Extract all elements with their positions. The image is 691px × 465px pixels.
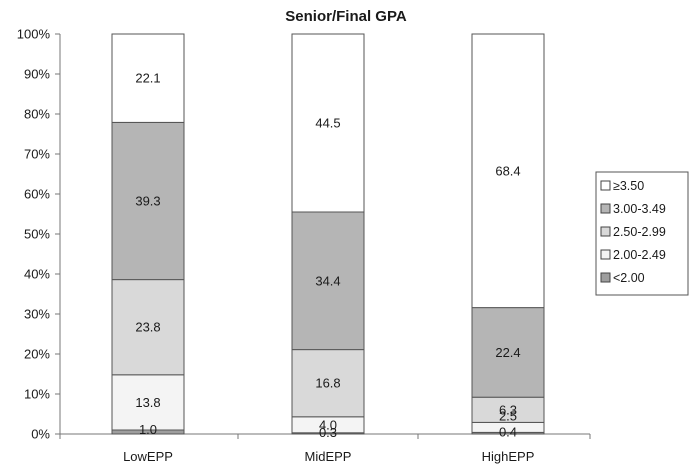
- x-tick-label: HighEPP: [482, 449, 535, 464]
- data-label: 44.5: [315, 116, 340, 131]
- y-tick-label: 20%: [24, 347, 50, 362]
- y-tick-label: 10%: [24, 387, 50, 402]
- y-tick-label: 0%: [31, 427, 50, 442]
- data-label: 6.3: [499, 402, 517, 417]
- data-label: 22.1: [135, 71, 160, 86]
- bar-segment-lowepp-3-00-3-49: [111, 121, 185, 281]
- bar-segment-highepp-ge3-50: [471, 33, 545, 309]
- legend-swatch: [600, 272, 611, 283]
- legend-swatch: [600, 203, 611, 214]
- legend-item-ge3-50: ≥3.50: [600, 179, 644, 193]
- legend-swatch: [600, 249, 611, 260]
- legend-label: ≥3.50: [613, 179, 644, 193]
- chart-title: Senior/Final GPA: [285, 8, 407, 25]
- bar-segment-highepp-2-50-2-99: [471, 396, 545, 423]
- data-label: 0.4: [499, 424, 517, 439]
- bars: 1.0 13.8 23.8 39.3 22.1 0.34.0 16.8 34.4 44.5 0.4…: [111, 33, 545, 440]
- legend-label: 2.50-2.99: [613, 225, 666, 239]
- y-tick-label: 60%: [24, 187, 50, 202]
- bar-segment-midepp-3-00-3-49: [291, 211, 365, 351]
- bar-segment-midepp-ge3-50: [291, 33, 365, 213]
- y-tick-label: 90%: [24, 67, 50, 82]
- bar-group-lowepp: 1.0 13.8 23.8 39.3 22.1: [111, 33, 185, 437]
- legend-box: [595, 171, 689, 296]
- bar-segment-lowepp-ge3-50: [111, 33, 185, 123]
- data-label: 16.8: [315, 376, 340, 391]
- legend-item-2-00-2-49: 2.00-2.49: [600, 248, 666, 262]
- data-label: 68.4: [495, 163, 520, 178]
- y-tick-label: 50%: [24, 227, 50, 242]
- x-tick-label: LowEPP: [123, 449, 173, 464]
- y-tick-label: 30%: [24, 307, 50, 322]
- data-label: 22.4: [495, 345, 520, 360]
- data-label: 13.8: [135, 395, 160, 410]
- bar-segment-lowepp-2-50-2-99: [111, 279, 185, 376]
- x-axis-labels: LowEPP MidEPP HighEPP: [123, 449, 534, 464]
- bar-segment-midepp-2-50-2-99: [291, 349, 365, 418]
- bar-group-midepp: 0.34.0 16.8 34.4 44.5: [291, 33, 365, 440]
- legend-label: <2.00: [613, 271, 645, 285]
- data-label: 34.4: [315, 273, 340, 288]
- legend-label: 3.00-3.49: [613, 202, 666, 216]
- legend-item-lt2-00: <2.00: [600, 271, 645, 285]
- legend-swatch: [600, 226, 611, 237]
- data-label: 2.5: [499, 408, 517, 423]
- bar-group-highepp: 0.42.56.3 22.4 68.4: [471, 33, 545, 439]
- y-tick-label: 80%: [24, 107, 50, 122]
- data-label: 0.3: [319, 425, 337, 440]
- legend-label: 2.00-2.49: [613, 248, 666, 262]
- legend-item-3-00-3-49: 3.00-3.49: [600, 202, 666, 216]
- axes: 0% 10% 20% 30% 40% 50% 60% 70% 80% 90% 100%: [17, 27, 591, 442]
- legend-swatch: [600, 180, 611, 191]
- data-label: 39.3: [135, 194, 160, 209]
- legend-item-2-50-2-99: 2.50-2.99: [600, 225, 666, 239]
- y-tick-label: 70%: [24, 147, 50, 162]
- data-label: 23.8: [135, 320, 160, 335]
- data-label: 4.0: [319, 417, 337, 432]
- y-tick-label: 100%: [17, 27, 51, 42]
- bar-segment-highepp-3-00-3-49: [471, 307, 545, 398]
- x-tick-label: MidEPP: [305, 449, 352, 464]
- legend: ≥3.50 3.00-3.49 2.50-2.99 2.00-2.49 <2.00: [595, 171, 689, 296]
- y-tick-label: 40%: [24, 267, 50, 282]
- data-label: 1.0: [139, 422, 157, 437]
